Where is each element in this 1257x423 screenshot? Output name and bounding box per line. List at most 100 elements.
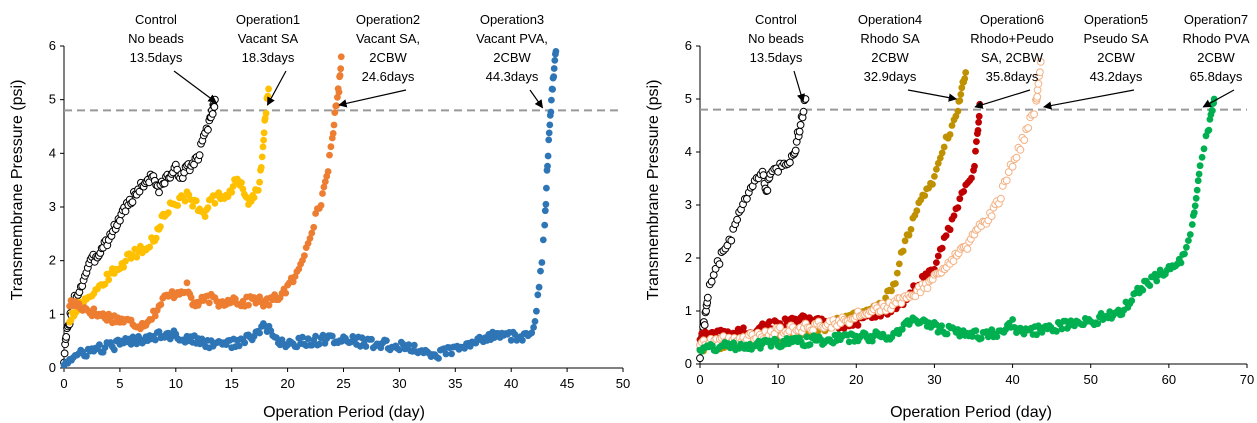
annotation-text: No beads [748,31,804,46]
data-point [546,121,554,129]
data-point [310,223,318,231]
annotation-arrow [338,89,407,108]
data-point [1009,316,1016,323]
annotation: Operation3 Vacant PVA, 2CBW 44.3days [476,12,548,109]
annotation-text: Rhodo PVA [1183,31,1250,46]
annotation-text: Operation4 [858,12,922,27]
data-point [1030,110,1038,119]
y-tick-label: 4 [685,144,692,159]
data-point [116,216,124,225]
annotation: Operation7 Rhodo PVA 2CBW 65.8days [1183,12,1250,108]
data-point [405,341,413,348]
annotation-text: 2CBW [369,50,407,65]
data-point [975,112,983,120]
annotation-text: 44.3days [486,69,539,84]
data-point [703,293,712,302]
data-point [1036,58,1045,66]
data-point [962,69,970,76]
annotation-text: 13.5days [750,50,803,65]
annotation-text: Vacant PVA, [476,31,548,46]
data-point [541,221,549,229]
data-point [320,183,328,191]
data-point [235,342,243,350]
data-point [545,129,553,137]
x-tick-label: 30 [927,372,941,387]
data-point [899,247,907,255]
annotation-text: No beads [128,31,184,46]
annotation-text: Control [135,12,177,27]
annotation-arrow [974,89,1031,109]
data-point [539,236,547,244]
data-point [1210,95,1218,103]
annotation-text: 35.8days [986,69,1039,84]
y-tick-label: 3 [685,197,692,212]
data-point [949,257,958,266]
data-point [936,154,944,162]
data-point [972,327,980,335]
data-point [110,346,118,354]
data-point [1012,153,1021,162]
data-point [973,138,980,146]
data-point [774,167,782,176]
data-point [1053,327,1060,335]
annotation-text: 24.6days [362,69,415,84]
y-tick-label: 2 [685,250,692,265]
y-tick-label: 6 [49,38,56,53]
data-point [164,209,172,217]
data-point [308,229,316,237]
data-point [254,186,262,194]
data-point [448,350,455,358]
data-point [997,194,1005,203]
x-tick-label: 15 [224,376,238,391]
data-point [963,245,972,253]
data-point [273,334,280,342]
x-tick-label: 25 [336,376,350,391]
data-point [528,329,536,337]
data-point [958,84,966,92]
data-point [210,103,219,111]
data-point [957,91,965,98]
x-tick-label: 10 [169,376,183,391]
data-point [892,280,899,287]
data-point [260,302,267,310]
data-point [977,335,985,342]
annotation-arrow [1202,89,1235,108]
annotation-text: Rhodo SA [860,31,920,46]
data-point [763,186,772,195]
data-point [96,341,103,348]
annotation-arrow [529,89,543,109]
data-point [192,197,200,205]
data-point [531,318,539,325]
data-point [776,323,784,332]
data-point [1188,221,1196,228]
data-point [942,232,950,240]
x-tick-label: 20 [280,376,294,391]
data-point [938,244,946,252]
data-point [1128,297,1136,305]
data-point [435,355,442,362]
data-point [974,126,982,134]
data-point [1190,209,1198,217]
data-point [533,307,540,315]
data-point [195,151,204,160]
data-point [1185,237,1192,245]
data-point [552,47,560,55]
annotation-text: 2CBW [871,50,909,65]
data-point [905,231,913,239]
data-point [795,127,804,136]
data-point [948,122,956,129]
annotation-text: 2CBW [1197,50,1235,65]
data-point [946,131,954,138]
x-tick-label: 50 [1083,372,1097,387]
data-point [975,118,982,126]
annotation-text: 43.2days [1090,69,1143,84]
data-point [326,151,333,159]
data-point [545,136,553,144]
data-point [232,295,239,303]
data-point [157,223,164,231]
annotation-text: SA, 2CBW [981,50,1044,65]
data-point [923,284,932,293]
data-point [961,75,969,83]
annotation-text: Vacant SA, [356,31,420,46]
data-point [931,173,938,180]
